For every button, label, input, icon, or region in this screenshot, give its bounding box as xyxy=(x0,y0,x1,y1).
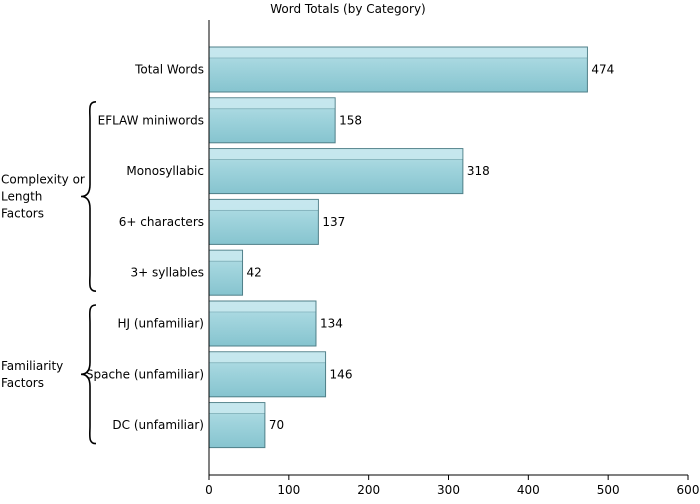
category-labels-group: Total Words EFLAW miniwords Monosyllabic 6+… xyxy=(86,63,204,433)
x-tick-label: 0 xyxy=(205,483,213,497)
bar-highlight xyxy=(209,250,243,261)
value-labels-group: 474 158 318 137 42 134 146 70 xyxy=(247,63,615,433)
bar-highlight xyxy=(209,149,463,160)
category-label: 3+ syllables xyxy=(131,266,204,280)
bar-highlight xyxy=(209,352,326,363)
x-tick-label: 100 xyxy=(277,483,300,497)
category-label: EFLAW miniwords xyxy=(98,113,204,127)
x-tick-label: 300 xyxy=(437,483,460,497)
bar-highlight xyxy=(209,47,587,58)
category-label: Spache (unfamiliar) xyxy=(86,367,204,381)
value-label: 42 xyxy=(247,266,262,280)
value-label: 134 xyxy=(320,317,343,331)
value-label: 137 xyxy=(322,215,345,229)
category-label: 6+ characters xyxy=(119,215,204,229)
bar-highlight xyxy=(209,98,335,109)
group-label-line: Familiarity xyxy=(1,359,63,373)
x-tick-label: 400 xyxy=(517,483,540,497)
category-label: DC (unfamiliar) xyxy=(112,418,204,432)
group-labels-group: Complexity or Length Factors Familiarity Fac… xyxy=(1,101,97,445)
group-label-line: Factors xyxy=(1,376,44,390)
value-label: 474 xyxy=(591,63,614,77)
bar-highlight xyxy=(209,199,318,210)
group-label-line: Factors xyxy=(1,207,44,221)
bar-highlight xyxy=(209,301,316,312)
x-tick-label: 500 xyxy=(597,483,620,497)
value-label: 70 xyxy=(269,418,284,432)
bar-highlight xyxy=(209,403,265,414)
group-label-line: Length xyxy=(1,190,42,204)
group-brace xyxy=(80,101,97,292)
category-label: HJ (unfamiliar) xyxy=(117,317,204,331)
group-label-line: Complexity or xyxy=(1,173,85,187)
bars-group xyxy=(208,46,588,449)
chart-title: Word Totals (by Category) xyxy=(270,2,425,16)
group-brace xyxy=(80,304,97,445)
axes-group: 0 100 200 300 400 500 600 xyxy=(205,20,699,497)
x-tick-label: 600 xyxy=(677,483,700,497)
category-label: Total Words xyxy=(134,63,204,77)
value-label: 318 xyxy=(467,164,490,178)
category-label: Monosyllabic xyxy=(126,164,204,178)
x-tick-label: 200 xyxy=(357,483,380,497)
value-label: 146 xyxy=(330,367,353,381)
value-label: 158 xyxy=(339,113,362,127)
